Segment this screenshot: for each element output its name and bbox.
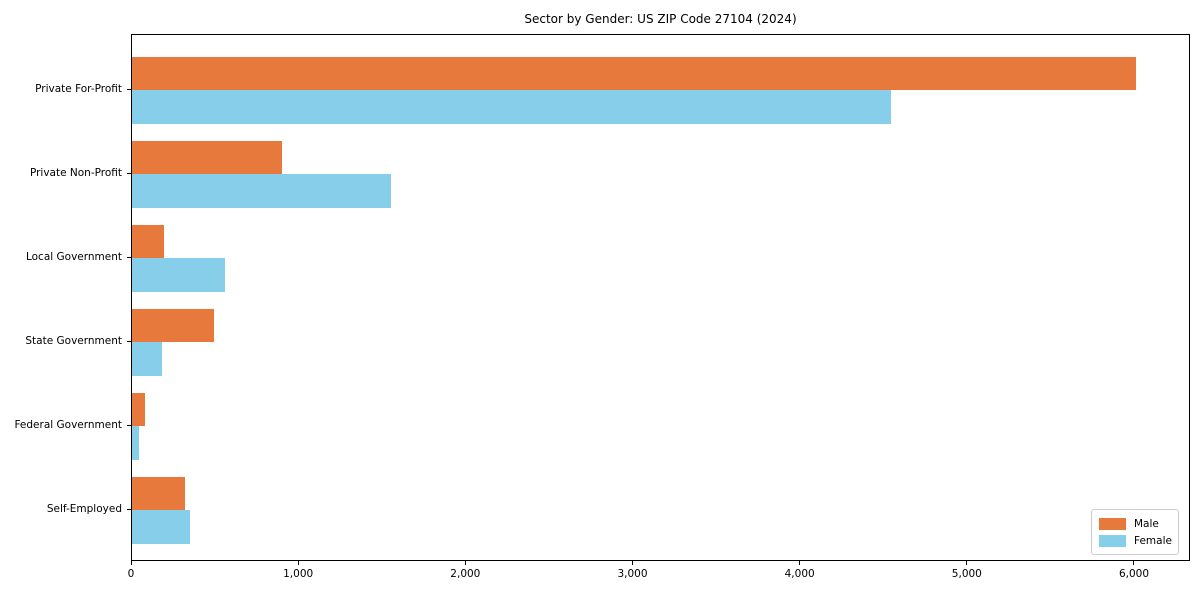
ytick-mark: [127, 509, 131, 511]
bar-male-3: [132, 308, 214, 343]
ytick-label: State Government: [25, 335, 122, 348]
xtick-mark: [799, 561, 801, 565]
bar-female-2: [132, 258, 226, 292]
xtick-label: 0: [127, 568, 135, 580]
bar-female-1: [132, 174, 391, 208]
bar-female-5: [132, 510, 191, 544]
xtick-label: 2,000: [450, 568, 481, 580]
xtick-mark: [966, 561, 968, 565]
legend-entry-male: Male: [1099, 515, 1170, 532]
xtick-label: 3,000: [617, 568, 648, 580]
ytick-mark: [127, 341, 131, 343]
ytick-label: Federal Government: [14, 419, 122, 432]
ytick-mark: [127, 89, 131, 91]
legend-swatch-male: [1099, 517, 1126, 530]
ytick-mark: [127, 173, 131, 175]
ytick-mark: [127, 257, 131, 259]
xtick-mark: [1133, 561, 1135, 565]
bar-female-3: [132, 342, 163, 376]
bar-male-2: [132, 224, 164, 259]
ytick-label: Private For-Profit: [35, 83, 122, 96]
xtick-label: 4,000: [784, 568, 815, 580]
bar-female-4: [132, 426, 139, 460]
ytick-label: Private Non-Profit: [29, 167, 122, 180]
bar-male-1: [132, 140, 283, 175]
xtick-label: 5,000: [951, 568, 982, 580]
bar-female-0: [132, 90, 892, 124]
plot-area: [131, 34, 1190, 561]
ytick-mark: [127, 425, 131, 427]
xtick-label: 1,000: [283, 568, 314, 580]
bar-male-5: [132, 476, 186, 511]
xtick-mark: [297, 561, 299, 565]
legend: Male Female: [1091, 509, 1179, 555]
xtick-mark: [464, 561, 466, 565]
bar-male-4: [132, 392, 146, 427]
xtick-mark: [130, 561, 132, 565]
legend-label: Male: [1134, 517, 1159, 530]
xtick-label: 6,000: [1118, 568, 1150, 580]
ytick-label: Local Government: [25, 251, 122, 264]
chart-title: Sector by Gender: US ZIP Code 27104 (202…: [524, 12, 797, 26]
ytick-label: Self-Employed: [46, 503, 122, 516]
legend-label: Female: [1134, 534, 1172, 547]
xtick-mark: [631, 561, 633, 565]
legend-entry-female: Female: [1099, 532, 1172, 549]
legend-swatch-female: [1099, 534, 1126, 547]
bar-male-0: [132, 56, 1137, 91]
